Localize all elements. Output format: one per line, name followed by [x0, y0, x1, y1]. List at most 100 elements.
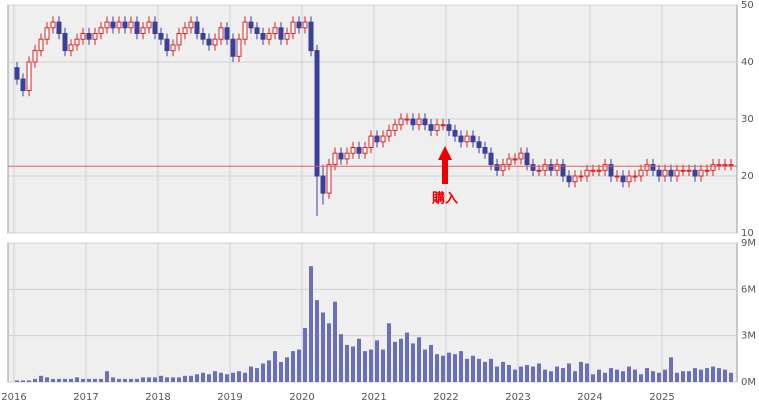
- candle-body: [116, 21, 122, 29]
- volume-bar: [489, 358, 493, 382]
- volume-bar: [315, 300, 319, 382]
- volume-bar: [585, 363, 589, 382]
- volume-bar: [189, 375, 193, 382]
- volume-bar: [729, 372, 733, 382]
- candle-body: [38, 38, 44, 52]
- candle-body: [14, 67, 20, 80]
- candle-body: [104, 21, 110, 29]
- x-tick-label: 2025: [649, 392, 674, 403]
- volume-bar: [609, 368, 613, 382]
- candle-body: [554, 164, 560, 171]
- volume-bar: [693, 368, 697, 382]
- volume-bar: [309, 266, 313, 382]
- candle-body: [344, 152, 350, 160]
- volume-bar: [441, 355, 445, 382]
- volume-bar: [483, 361, 487, 382]
- candle-body: [374, 135, 380, 143]
- volume-bar: [675, 372, 679, 382]
- x-tick-label: 2016: [1, 392, 26, 403]
- volume-bar: [57, 378, 61, 382]
- volume-bar: [261, 363, 265, 382]
- candle-body: [518, 152, 524, 160]
- candle-body: [74, 38, 80, 46]
- candle-body: [260, 33, 266, 40]
- volume-bar: [195, 374, 199, 382]
- y-tick-label: 50: [741, 0, 754, 11]
- candle-body: [362, 147, 368, 154]
- x-tick-label: 2022: [433, 392, 458, 403]
- volume-bar: [351, 346, 355, 382]
- candle-body: [686, 169, 692, 172]
- annotation-label: 購入: [431, 191, 458, 207]
- candle-body: [188, 21, 194, 29]
- volume-bar: [405, 332, 409, 382]
- x-tick-label: 2023: [505, 392, 530, 403]
- candle-body: [314, 50, 320, 177]
- volume-bar: [27, 380, 31, 382]
- volume-bar: [651, 371, 655, 382]
- volume-bar: [699, 369, 703, 382]
- candle-body: [326, 164, 332, 194]
- volume-bar: [597, 369, 601, 382]
- volume-bar: [99, 378, 103, 382]
- volume-bar: [105, 371, 109, 382]
- candle-body: [236, 38, 242, 57]
- candle-body: [446, 124, 452, 131]
- volume-bar: [213, 371, 217, 382]
- candle-body: [32, 50, 38, 63]
- volume-bar: [669, 357, 673, 382]
- candle-body: [248, 21, 254, 29]
- volume-bar: [537, 363, 541, 382]
- candle-body: [620, 175, 626, 183]
- candle-body: [152, 21, 158, 34]
- candle-body: [182, 27, 188, 34]
- volume-bar: [531, 366, 535, 382]
- candle-body: [128, 21, 134, 29]
- volume-bar: [465, 358, 469, 382]
- volume-bar: [681, 371, 685, 382]
- candle-body: [482, 147, 488, 154]
- candle-body: [68, 44, 74, 52]
- volume-bar: [15, 380, 19, 382]
- candle-body: [710, 164, 716, 171]
- volume-bar: [177, 377, 181, 382]
- candle-body: [674, 169, 680, 177]
- candle-body: [566, 175, 572, 183]
- y-tick-label: 10: [741, 228, 754, 239]
- volume-bar: [645, 368, 649, 382]
- volume-bar: [705, 368, 709, 382]
- candle-body: [680, 169, 686, 172]
- volume-bar: [303, 327, 307, 382]
- candle-body: [80, 33, 86, 40]
- candle-body: [176, 33, 182, 46]
- volume-bar: [615, 369, 619, 382]
- candle-body: [386, 129, 392, 137]
- candle-body: [638, 169, 644, 177]
- candle-body: [86, 33, 92, 40]
- candle-body: [110, 21, 116, 29]
- candle-body: [392, 124, 398, 131]
- volume-bar: [687, 371, 691, 382]
- volume-bar: [297, 349, 301, 382]
- x-tick-label: 2020: [289, 392, 314, 403]
- volume-bar: [165, 377, 169, 382]
- volume-bar: [501, 361, 505, 382]
- candle-body: [266, 33, 272, 40]
- annotation-arrow: [438, 146, 452, 184]
- candle-body: [200, 33, 206, 40]
- volume-bar: [423, 349, 427, 382]
- candle-body: [290, 21, 296, 34]
- x-tick-label: 2021: [361, 392, 386, 403]
- candle-body: [92, 33, 98, 40]
- volume-bar: [33, 378, 37, 382]
- volume-bar: [69, 378, 73, 382]
- volume-bar: [159, 375, 163, 382]
- candle-body: [662, 169, 668, 177]
- candle-body: [524, 152, 530, 166]
- candle-body: [122, 21, 128, 29]
- candle-body: [530, 164, 536, 171]
- volume-bar: [135, 378, 139, 382]
- volume-bar: [363, 351, 367, 382]
- volume-bar: [357, 338, 361, 382]
- volume-bar: [249, 366, 253, 382]
